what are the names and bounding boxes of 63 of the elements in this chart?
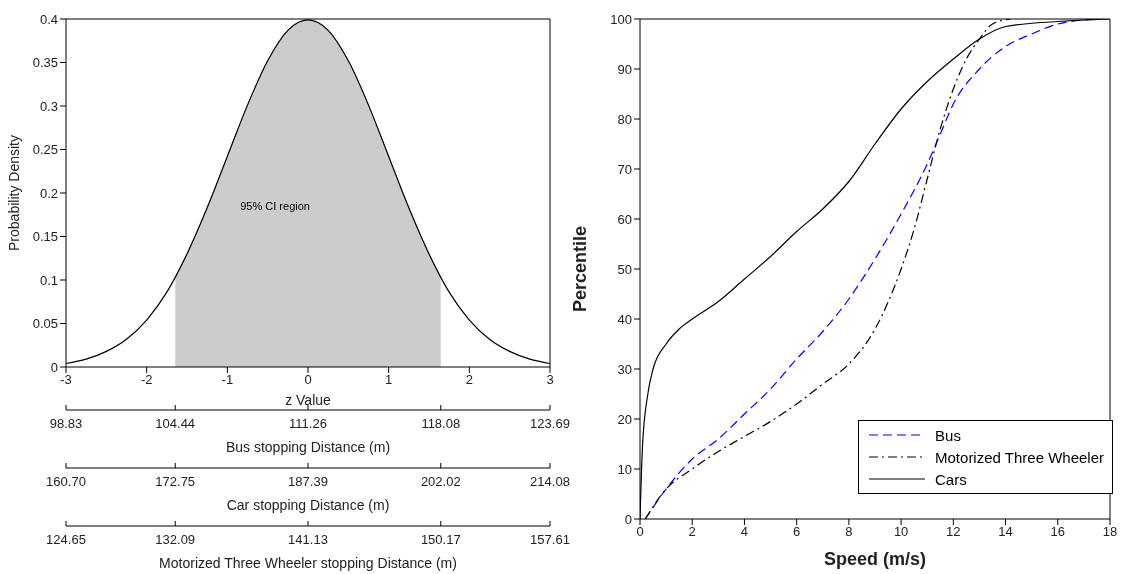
y-tick-label: 20 [617,411,632,427]
x-axis-title: Speed (m/s) [823,549,927,569]
y-tick-label: 70 [617,161,632,177]
x-tick-label: 2 [465,372,473,388]
y-axis-title: Percentile [570,225,591,313]
x-tick-label: 0 [304,372,312,388]
x-tick-label: 12 [946,524,961,540]
x-tick-label: 0 [636,524,644,540]
x-tick-label: 16 [1050,524,1066,540]
y-axis-title: Probability Density [5,135,22,251]
x-tick-label: 6 [793,524,801,540]
text: Car stopping Distance (m) [226,497,390,513]
text: 141.13 [288,532,328,547]
y-tick-label: 30 [617,361,632,377]
text: 202.02 [420,474,461,489]
legend-label: Motorized Three Wheeler [935,448,1104,466]
x-tick-label: 3 [546,372,554,388]
y-tick-label: 0 [50,359,58,375]
x-tick-label: -2 [140,372,153,388]
y-tick-label: 80 [617,111,632,127]
x-tick-label: 10 [893,524,909,540]
text: 187.39 [288,474,328,489]
text: 214.08 [530,474,570,489]
x2-tick-label: 104.44 [155,416,196,431]
text: 150.17 [420,532,461,547]
text: 157.61 [530,532,570,547]
x2-tick-label: 123.69 [530,416,570,431]
y-tick-label: 50 [617,261,632,277]
y-tick-label: 90 [617,61,632,77]
y-tick-label: 10 [617,461,632,477]
x-tick-label: -1 [221,372,234,388]
text: 132.09 [155,532,196,547]
x-tick-label: -3 [60,372,72,388]
x-axis-title: z Value [285,392,332,408]
annotation: 95% CI region [240,200,310,212]
legend-label: Cars [935,470,967,488]
x-tick-label: 1 [385,372,393,388]
y-tick-label: 0.1 [39,272,58,288]
y-tick-label: 0.35 [32,55,58,71]
text: Motorized Three Wheeler stopping Distance (m) [159,555,457,571]
legend-label: Bus [935,426,961,444]
x2-axis-title: Bus stopping Distance (m) [225,439,391,455]
x-tick-label: 14 [998,524,1013,540]
x-tick-label: 2 [688,524,696,540]
y-tick-label: 0.4 [39,11,58,27]
y-tick-label: 0.05 [32,316,58,332]
y-tick-label: 40 [617,311,632,327]
x2-tick-label: 98.83 [49,416,83,431]
y-tick-label: 0.2 [39,185,58,201]
y-tick-label: 100 [610,11,632,27]
y-tick-label: 0.15 [32,229,58,245]
x-tick-label: 8 [845,524,853,540]
y-tick-label: 60 [617,211,632,227]
x2-tick-label: 118.08 [421,416,461,431]
x-tick-label: 18 [1102,524,1118,540]
x2-tick-label: 111.26 [289,416,327,431]
y-tick-label: 0.3 [39,98,58,114]
y-tick-label: 0.25 [32,142,58,158]
y-tick-label: 0 [624,511,632,527]
text: 172.75 [155,474,196,489]
text: 160.70 [46,474,86,489]
x-tick-label: 4 [740,524,749,540]
text: 124.65 [46,532,86,547]
